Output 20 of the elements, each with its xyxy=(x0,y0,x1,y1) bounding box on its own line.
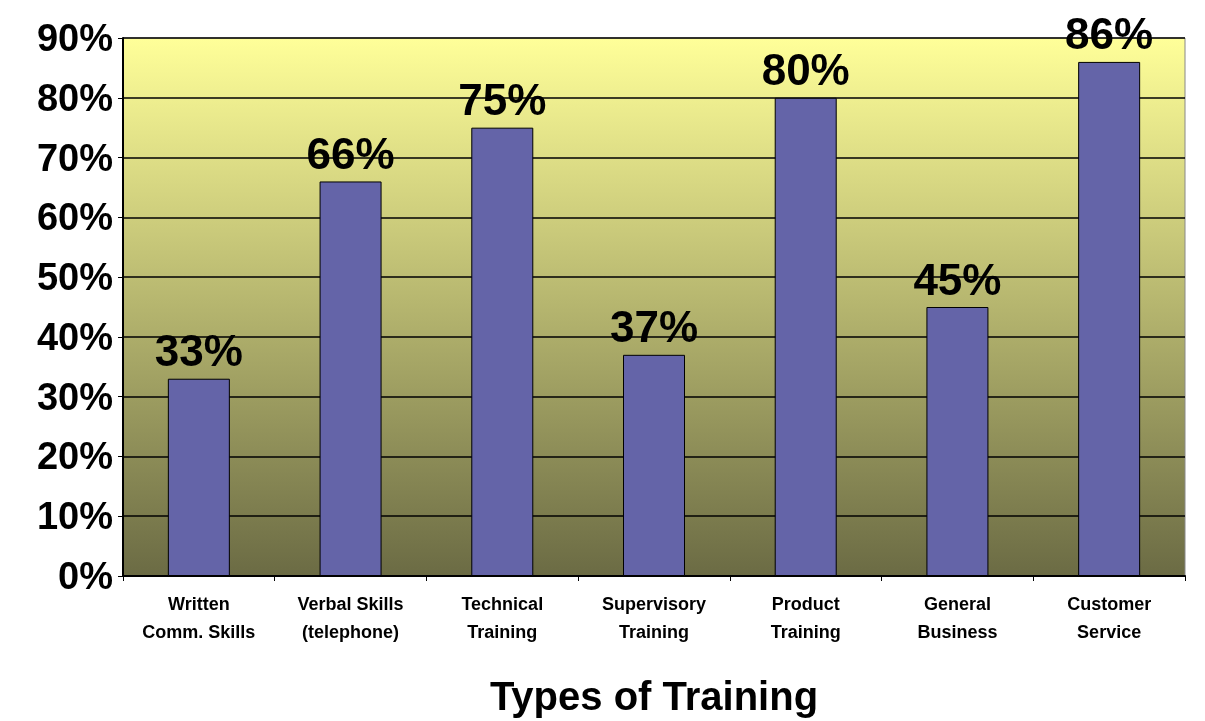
y-tick-label: 40% xyxy=(36,315,113,358)
y-tick-label: 0% xyxy=(58,555,113,597)
y-tick-label: 80% xyxy=(36,76,113,119)
y-tick-label: 60% xyxy=(36,196,113,239)
x-tick-label: Technical Training xyxy=(461,594,544,642)
x-axis-title: Types of Training xyxy=(489,674,819,718)
x-tick-label: Supervisory Training xyxy=(601,594,707,642)
x-tick-label: General Business xyxy=(917,594,998,642)
x-tick-label: Written Comm. Skills xyxy=(142,594,256,642)
data-label: 80% xyxy=(761,45,850,95)
y-tick-label: 70% xyxy=(36,136,113,179)
x-tick-label: Customer Service xyxy=(1067,594,1152,642)
y-tick-label: 30% xyxy=(36,375,113,418)
y-tick-label: 20% xyxy=(36,435,113,478)
x-tick-label: Product Training xyxy=(770,594,841,642)
x-tick-label: Verbal Skills (telephone) xyxy=(297,594,404,642)
data-label: 33% xyxy=(154,326,243,376)
y-tick-label: 10% xyxy=(36,495,113,538)
y-tick-label: 90% xyxy=(36,17,113,59)
y-tick-label: 50% xyxy=(36,256,113,299)
